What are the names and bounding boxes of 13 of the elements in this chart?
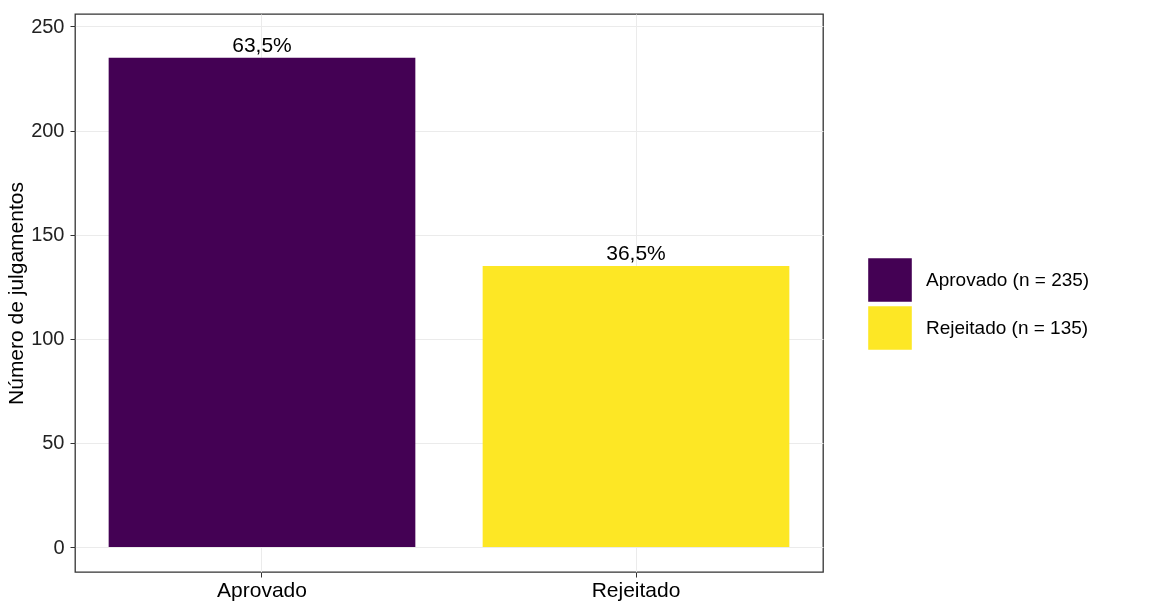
legend-label: Rejeitado (n = 135): [926, 317, 1089, 338]
x-tick-label: Rejeitado: [591, 577, 681, 601]
y-tick-label: 250: [31, 14, 65, 37]
y-tick-label: 200: [31, 119, 65, 142]
y-tick-label: 0: [53, 535, 65, 558]
y-tick-label: 100: [31, 327, 65, 350]
y-tick-label: 50: [42, 431, 65, 454]
y-axis-title: Número de julgamentos: [4, 182, 28, 405]
annotation: 63,5%: [232, 32, 292, 56]
annotation: 36,5%: [606, 240, 666, 264]
x-tick-label: Aprovado: [217, 577, 307, 601]
legend-label: Aprovado (n = 235): [926, 269, 1090, 290]
y-tick-label: 150: [31, 223, 65, 246]
